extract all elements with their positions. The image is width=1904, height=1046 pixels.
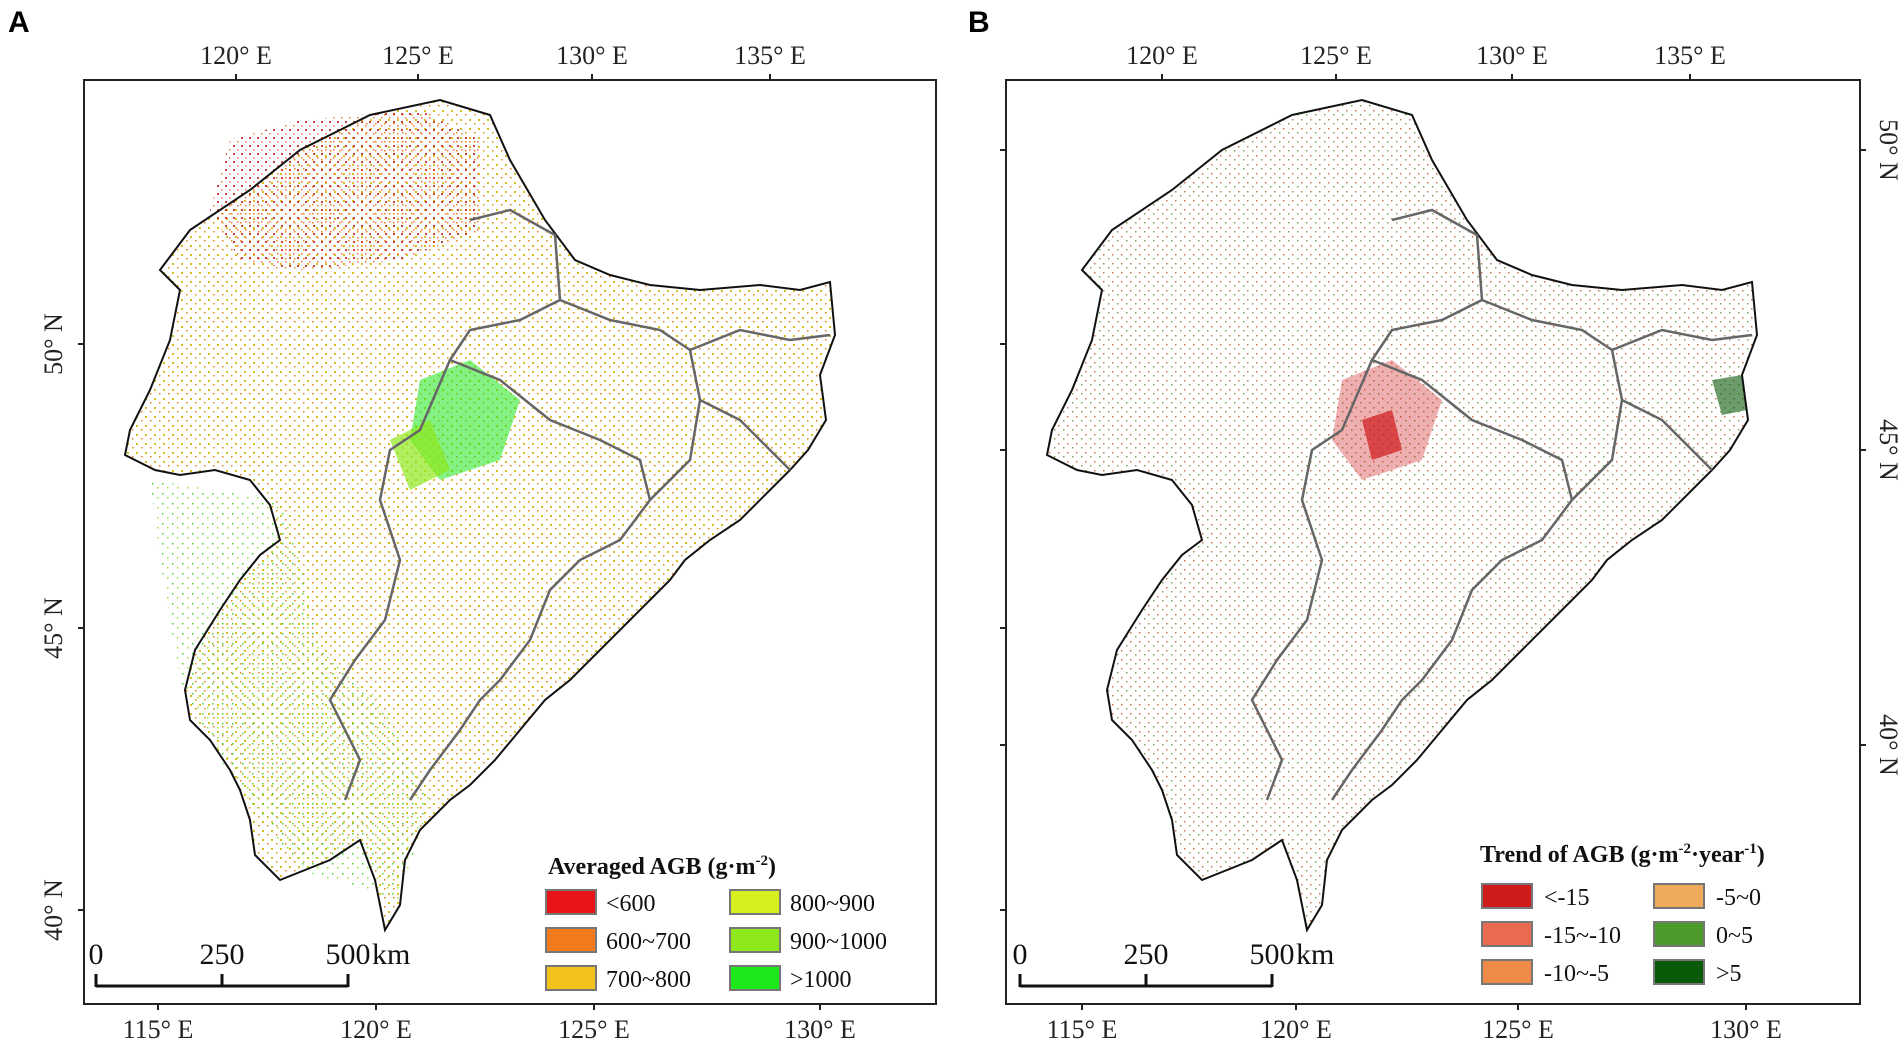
- panel-b-map: [1046, 99, 1758, 931]
- panel-a-bottom-lon-label: 130° E: [784, 1015, 856, 1044]
- legend-label: <-15: [1544, 885, 1590, 911]
- legend-swatch: [729, 889, 781, 915]
- legend-title: Averaged AGB (g·m-2): [548, 853, 776, 880]
- panel-b-bottom-lon-label: 125° E: [1482, 1015, 1554, 1044]
- scale-unit: km: [1296, 938, 1334, 971]
- panel-a-left-axis: 50° N 45° N 40° N: [39, 313, 84, 941]
- panel-a-legend: Averaged AGB (g·m-2) <600 600~700 700~80…: [545, 853, 887, 993]
- panel-b-top-lon-label: 120° E: [1126, 41, 1198, 70]
- panel-b-top-lon-label: 130° E: [1476, 41, 1548, 70]
- panel-b-right-axis: 50° N 45° N 40° N: [1860, 119, 1903, 776]
- panel-a-top-axis: 120° E 125° E 130° E 135° E: [200, 41, 806, 80]
- scale-tick-label: 0: [89, 938, 104, 971]
- panel-b-top-lon-label: 125° E: [1300, 41, 1372, 70]
- legend-swatch: [729, 965, 781, 991]
- scale-unit: km: [372, 938, 410, 971]
- panel-b: 120° E 125° E 130° E 135° E 115° E 120° …: [1000, 41, 1903, 1044]
- legend-swatch: [1481, 959, 1533, 985]
- legend-swatch: [729, 927, 781, 953]
- panel-b-lat-label: 45° N: [1874, 419, 1903, 481]
- panel-b-lat-label: 50° N: [1874, 119, 1903, 181]
- panel-b-legend: Trend of AGB (g·m-2·year-1) <-15 -15~-10…: [1480, 841, 1765, 987]
- scale-tick-label: 250: [1124, 938, 1169, 971]
- panel-a: 120° E 125° E 130° E 135° E 115° E 120° …: [39, 41, 937, 1044]
- legend-swatch: [1653, 921, 1705, 947]
- scale-tick-label: 500: [326, 938, 371, 971]
- panel-b-bottom-lon-label: 130° E: [1710, 1015, 1782, 1044]
- legend-swatch: [1653, 883, 1705, 909]
- legend-swatch: [1481, 921, 1533, 947]
- panel-b-bottom-axis: 115° E 120° E 125° E 130° E: [1047, 1004, 1782, 1044]
- panel-a-lat-label: 50° N: [39, 313, 68, 375]
- panel-a-bottom-lon-label: 115° E: [123, 1015, 194, 1044]
- legend-title: Trend of AGB (g·m-2·year-1): [1480, 841, 1765, 868]
- panel-a-letter: A: [8, 6, 30, 39]
- legend-label: 600~700: [606, 929, 691, 955]
- legend-label: <600: [606, 891, 656, 917]
- legend-label: 900~1000: [790, 929, 887, 955]
- legend-label: >5: [1716, 961, 1742, 987]
- panel-b-scale-bar: 0 250 500 km: [1013, 938, 1334, 988]
- scale-tick-label: 250: [200, 938, 245, 971]
- legend-swatch: [1653, 959, 1705, 985]
- legend-swatch: [1481, 883, 1533, 909]
- panel-a-lat-label: 40° N: [39, 879, 68, 941]
- panel-a-scale-bar: 0 250 500 km: [89, 938, 410, 988]
- panel-a-lat-label: 45° N: [39, 597, 68, 659]
- legend-label: -10~-5: [1544, 961, 1609, 987]
- legend-label: -5~0: [1716, 885, 1761, 911]
- legend-swatch: [545, 927, 597, 953]
- legend-label: 700~800: [606, 967, 691, 993]
- panel-a-top-lon-label: 130° E: [556, 41, 628, 70]
- panel-a-bottom-lon-label: 120° E: [340, 1015, 412, 1044]
- panel-b-letter: B: [968, 6, 990, 39]
- panel-b-left-axis: [1000, 149, 1006, 911]
- panel-a-top-lon-label: 120° E: [200, 41, 272, 70]
- panel-b-top-lon-label: 135° E: [1654, 41, 1726, 70]
- panel-a-map: [124, 99, 836, 931]
- legend-swatch: [545, 965, 597, 991]
- legend-label: 800~900: [790, 891, 875, 917]
- panel-b-top-axis: 120° E 125° E 130° E 135° E: [1126, 41, 1726, 80]
- scale-tick-label: 0: [1013, 938, 1028, 971]
- scale-tick-label: 500: [1250, 938, 1295, 971]
- legend-label: >1000: [790, 967, 852, 993]
- panel-a-top-lon-label: 125° E: [382, 41, 454, 70]
- panel-a-top-lon-label: 135° E: [734, 41, 806, 70]
- legend-label: -15~-10: [1544, 923, 1621, 949]
- panel-b-lat-label: 40° N: [1874, 714, 1903, 776]
- legend-swatch: [545, 889, 597, 915]
- panel-b-bottom-lon-label: 115° E: [1047, 1015, 1118, 1044]
- panel-b-bottom-lon-label: 120° E: [1260, 1015, 1332, 1044]
- panel-a-bottom-lon-label: 125° E: [558, 1015, 630, 1044]
- panel-a-bottom-axis: 115° E 120° E 125° E 130° E: [123, 1004, 856, 1044]
- legend-label: 0~5: [1716, 923, 1753, 949]
